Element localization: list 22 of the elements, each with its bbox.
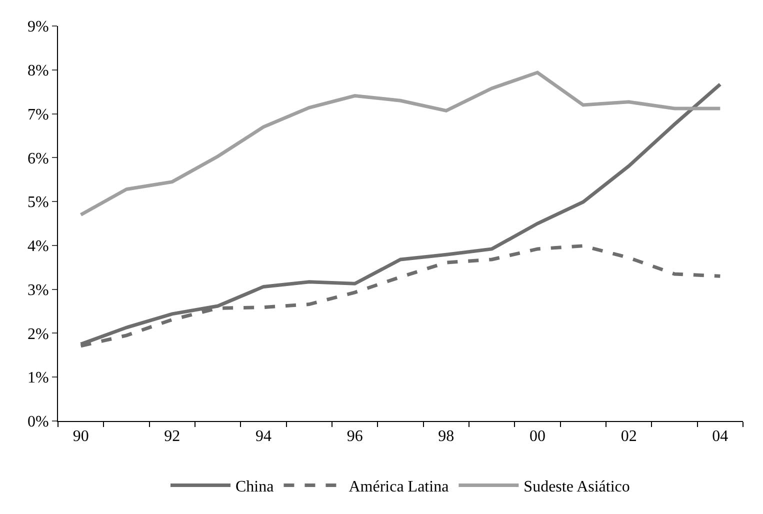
x-tick-label: 00 — [530, 428, 546, 446]
y-tick-label: 5% — [27, 194, 49, 212]
y-tick-label: 6% — [27, 150, 49, 168]
x-tick-label: 02 — [620, 428, 637, 446]
legend-label: Sudeste Asiático — [524, 478, 630, 496]
legend-label: América Latina — [348, 478, 449, 496]
y-tick-label: 9% — [27, 18, 49, 36]
x-tick-label: 94 — [256, 428, 272, 446]
x-tick-label: 90 — [72, 428, 89, 446]
line-series — [79, 70, 722, 216]
y-tick-label: 7% — [27, 106, 49, 124]
x-tick-label: 98 — [438, 428, 454, 446]
x-tick-label: 92 — [164, 428, 180, 446]
y-tick-label: 3% — [27, 282, 49, 299]
x-tick-label: 04 — [712, 428, 728, 446]
y-tick-label: 4% — [27, 238, 49, 256]
y-tick-label: 8% — [27, 62, 49, 80]
y-tick-label: 2% — [27, 326, 49, 343]
y-tick-label: 0% — [27, 414, 49, 431]
y-tick-label: 1% — [27, 370, 49, 387]
legend-label: China — [236, 478, 274, 496]
x-tick-label: 96 — [346, 428, 363, 446]
